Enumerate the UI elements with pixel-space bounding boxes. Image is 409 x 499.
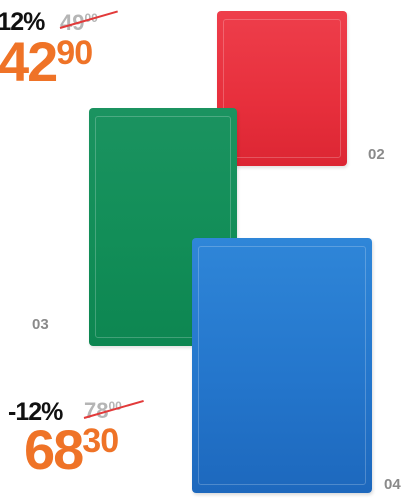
discount-label: -12% — [0, 8, 45, 36]
board-number-02: 02 — [368, 146, 385, 163]
new-price: 6830 — [24, 422, 119, 478]
new-price-frac: 90 — [56, 34, 93, 72]
discount-label: -12% — [8, 398, 63, 426]
cutting-board-red — [217, 11, 347, 166]
new-price: 4290 — [0, 34, 93, 90]
new-price-int: 68 — [24, 418, 84, 481]
new-price-frac: 30 — [82, 422, 119, 460]
board-number-04: 04 — [384, 476, 401, 493]
board-number-03: 03 — [32, 316, 49, 333]
new-price-int: 42 — [0, 30, 58, 93]
cutting-board-blue — [192, 238, 372, 493]
